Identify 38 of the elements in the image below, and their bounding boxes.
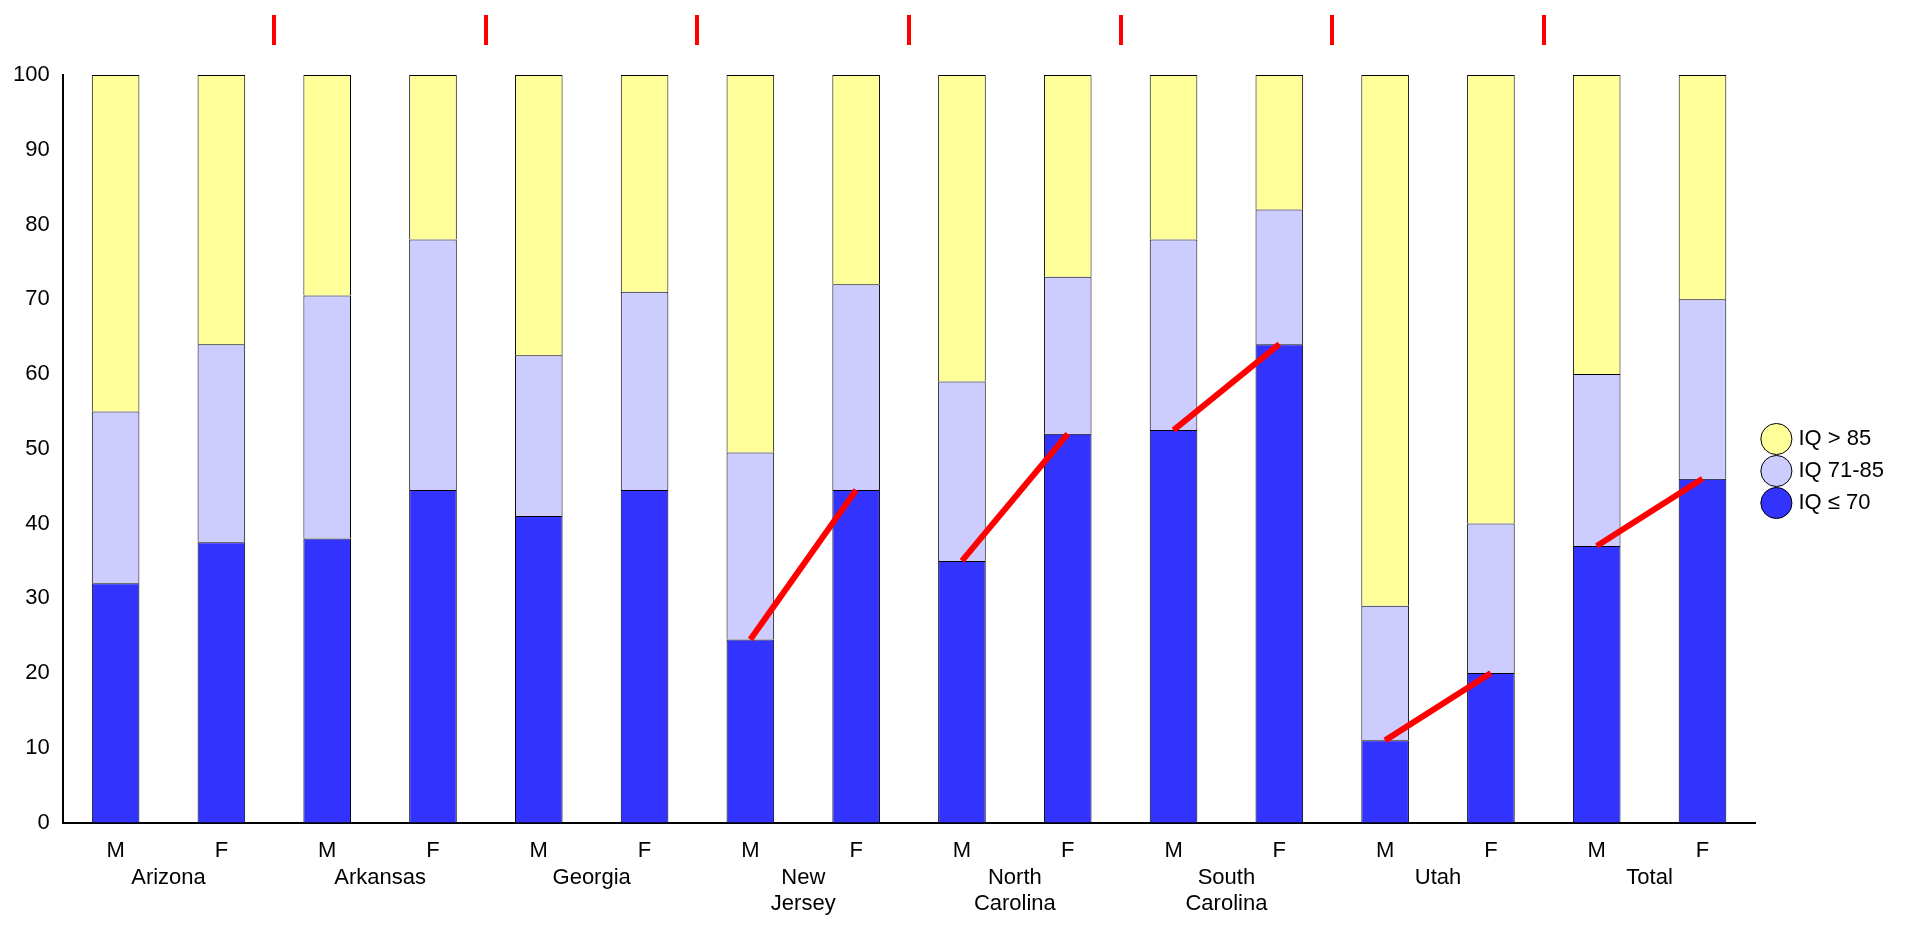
x-tick-label: M [529,836,548,862]
y-tick-label: 0 [37,808,50,834]
y-tick-label: 90 [25,135,50,161]
y-tick-label: 70 [25,285,50,311]
x-tick-label: F [1484,836,1498,862]
text: Utah [1414,863,1462,889]
y-tick-label: 30 [25,584,50,610]
y-tick-label: 60 [25,360,50,386]
x-tick-label: M [1164,836,1183,862]
y-tick-label: 80 [25,210,50,236]
text: Arizona [131,863,207,889]
x-tick-label: F [1695,836,1710,862]
text: South Carolina [1185,863,1269,915]
text: Total [1626,863,1673,889]
x-tick-label: M [1587,836,1606,862]
x-tick-label: M [952,836,972,862]
y-tick-label: 20 [25,659,50,685]
x-tick-label: M [318,836,337,862]
x-tick-label: M [106,836,125,862]
y-tick-label: 100 [12,61,50,87]
y-tick-label: 50 [25,434,50,460]
y-tick-label: 40 [25,509,50,535]
text: Georgia [552,863,632,889]
x-tick-label: F [214,836,229,862]
x-tick-label: M [1375,836,1395,862]
y-tick-label: 10 [25,733,50,759]
text: Arkansas [334,863,426,889]
legend-label: IQ ≤ 70 [1798,489,1871,515]
x-tick-label: F [637,836,652,862]
text: North Carolina [973,863,1057,915]
legend-label: IQ 71-85 [1798,457,1884,483]
x-tick-label: F [1272,836,1287,862]
text: New Jersey [770,863,836,915]
x-tick-label: M [741,836,760,862]
legend-label: IQ > 85 [1798,425,1872,451]
x-tick-label: F [1061,836,1075,862]
x-tick-label: F [426,836,440,862]
x-tick-label: F [849,836,863,862]
